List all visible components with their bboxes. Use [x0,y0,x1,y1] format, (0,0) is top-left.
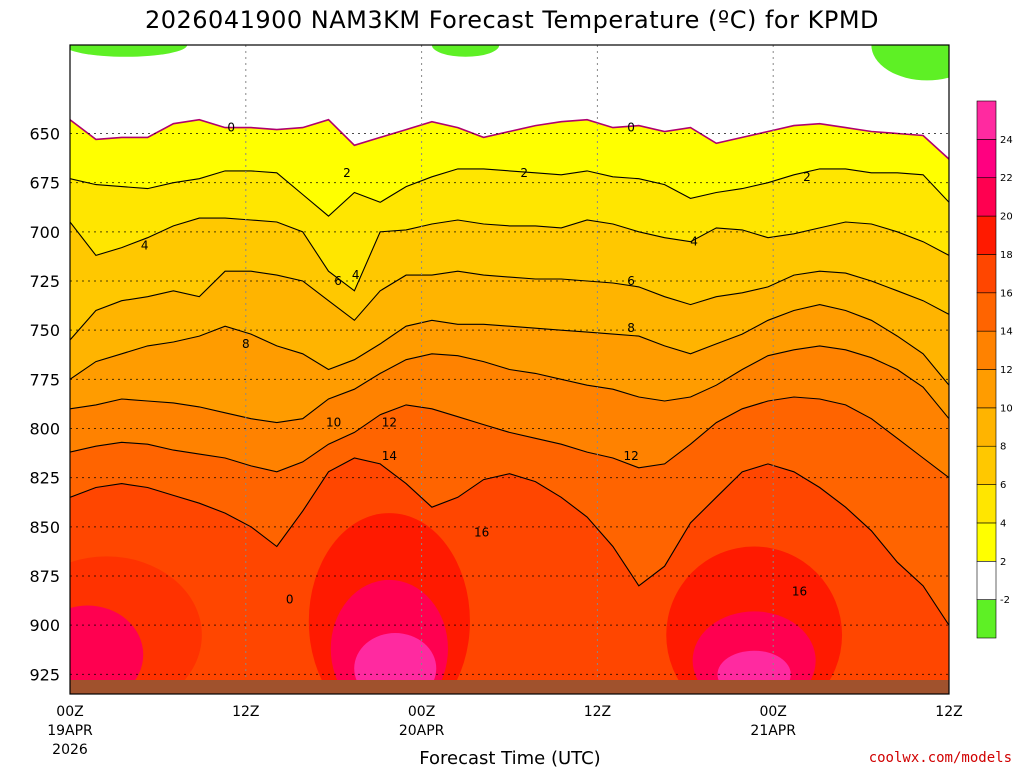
isotherm-2 [70,168,949,217]
y-tick-label-850: 850 [29,518,60,537]
colorbar-swatch-9 [976,254,997,294]
colorbar-swatch-4 [976,445,997,485]
ground-strip [70,680,949,694]
y-tick-label-750: 750 [29,321,60,340]
contour-label-8: 6 [334,274,342,288]
colorbar-label-20: 20 [1000,212,1013,223]
x-tick-label-4: 00Z [759,704,786,720]
colorbar-swatch-5 [976,407,997,447]
contour-label-12: 10 [326,416,341,430]
contour-label-3: 2 [520,166,528,180]
colorbar-label-8: 8 [1000,442,1006,453]
contour-label-0: 0 [227,121,235,135]
colorbar-swatch-0 [976,599,997,639]
x-tick-label-3: 12Z [584,704,611,720]
colorbar-swatch-7 [976,330,997,370]
cold-pocket-1 [70,45,188,57]
colorbar-label-12: 12 [1000,365,1013,376]
y-tick-label-900: 900 [29,616,60,635]
x-tick-date-2: 20APR [399,723,445,739]
colorbar-swatch-3 [976,484,997,524]
colorbar-label-10: 10 [1000,403,1013,414]
colorbar-label-24: 24 [1000,135,1013,146]
x-tick-date-4: 21APR [750,723,796,739]
contour-label-10: 8 [242,337,250,351]
y-tick-label-825: 825 [29,469,60,488]
colorbar-swatch-10 [976,215,997,255]
x-tick-year-0: 2026 [52,742,88,758]
y-tick-label-725: 725 [29,272,60,291]
colorbar-swatch-13 [976,100,997,140]
colorbar-label-22: 22 [1000,173,1013,184]
contour-label-14: 12 [623,449,638,463]
x-axis-title: Forecast Time (UTC) [419,748,600,768]
contour-label-15: 14 [382,449,397,463]
credit-link[interactable]: coolwx.com/models [869,750,1012,766]
x-tick-label-1: 12Z [232,704,259,720]
contour-label-9: 6 [627,274,635,288]
colorbar-swatch-2 [976,522,997,562]
contour-label-7: 4 [690,235,698,249]
isotherm-8 [70,304,949,386]
colorbar-swatch-6 [976,369,997,409]
colorbar-label-18: 18 [1000,250,1013,261]
cold-pocket-3 [871,45,949,81]
y-tick-label-650: 650 [29,125,60,144]
y-tick-label-775: 775 [29,370,60,389]
warm-core-1b [70,605,144,682]
y-tick-label-925: 925 [29,665,60,684]
contour-label-5: 4 [141,239,149,253]
contour-label-6: 4 [352,268,360,282]
y-tick-label-800: 800 [29,420,60,439]
isotherm-10 [70,345,949,424]
isotherm-12 [70,396,949,479]
isotherm-6 [70,270,949,341]
colorbar-label-4: 4 [1000,518,1006,529]
isotherm-0 [70,118,949,160]
contour-label-1: 0 [627,121,635,135]
y-tick-label-875: 875 [29,567,60,586]
x-tick-label-2: 00Z [408,704,435,720]
contour-label-2: 2 [343,166,351,180]
warm-core-2c [354,633,437,682]
colorbar-swatch-12 [976,139,997,179]
plot-area [70,45,949,682]
x-tick-label-0: 00Z [56,704,83,720]
plot-frame [69,44,950,695]
contour-label-4: 2 [803,170,811,184]
contour-label-11: 8 [627,321,635,335]
contour-label-16: 16 [474,526,489,540]
isotherm-14 [70,457,949,626]
colorbar-swatch-11 [976,177,997,217]
chart-title: 2026041900 NAM3KM Forecast Temperature (… [145,6,879,34]
colorbar-label-6: 6 [1000,480,1006,491]
contour-label-13: 12 [382,416,397,430]
colorbar-label-14: 14 [1000,327,1013,338]
x-tick-label-5: 12Z [935,704,962,720]
y-tick-label-675: 675 [29,174,60,193]
cold-pocket-2 [431,45,500,57]
colorbar-label--2: -2 [1000,595,1010,606]
contour-label-17: 16 [792,585,807,599]
colorbar-swatch-1 [976,560,997,600]
x-tick-date-0: 19APR [47,723,93,739]
contour-label-18: 0 [286,593,294,607]
colorbar-swatch-8 [976,292,997,332]
colorbar-label-16: 16 [1000,288,1013,299]
y-tick-label-700: 700 [29,223,60,242]
colorbar-label-2: 2 [1000,557,1006,568]
